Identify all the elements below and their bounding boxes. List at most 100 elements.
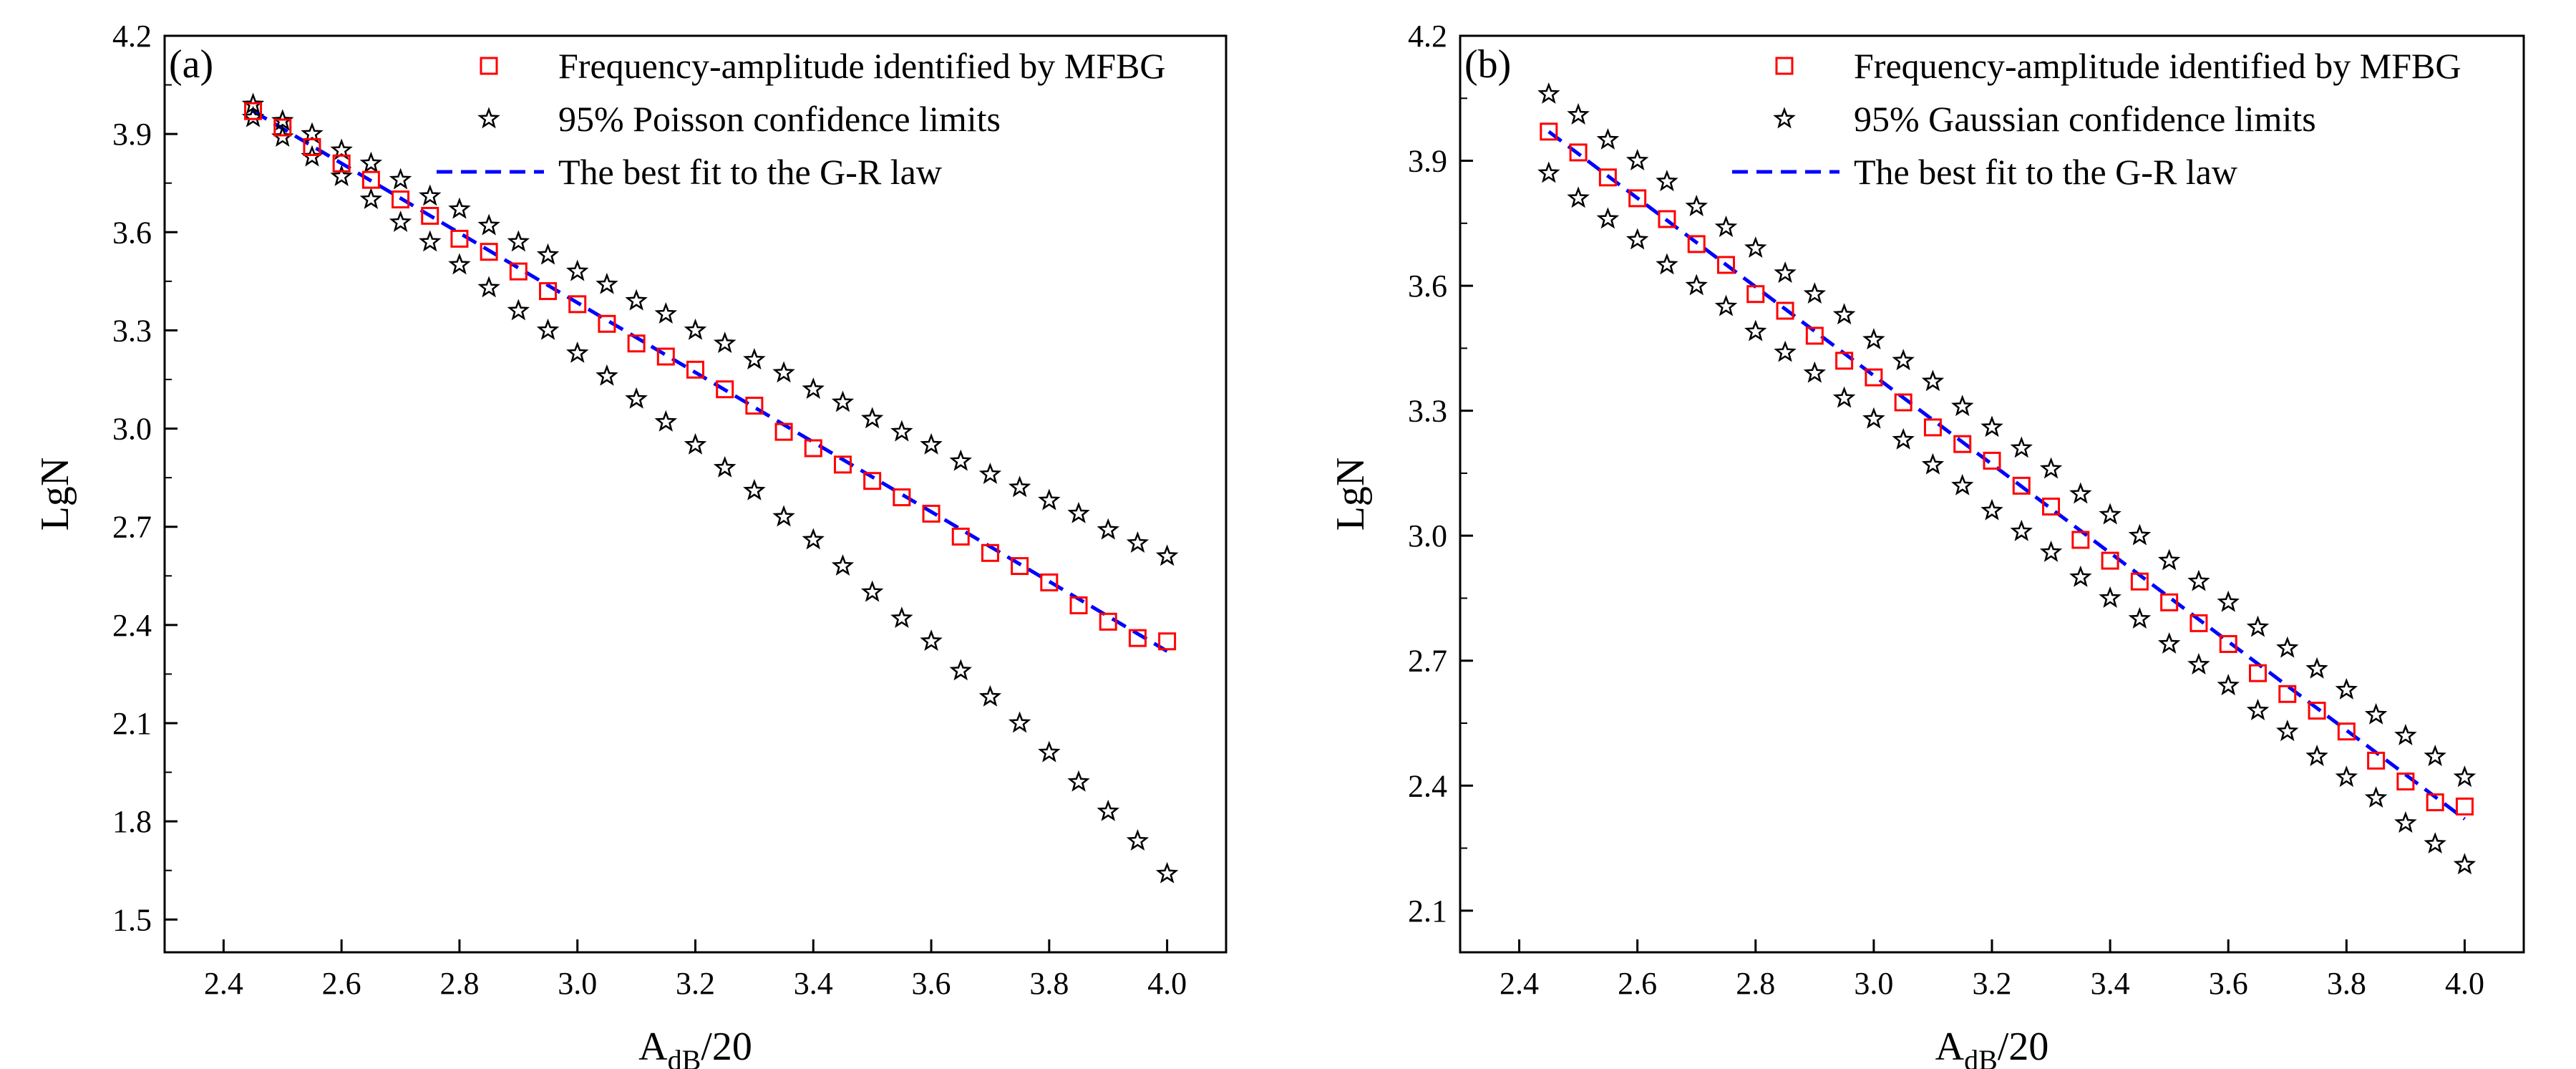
data-point-square	[804, 439, 822, 458]
confidence-upper-star	[684, 318, 707, 340]
confidence-lower-star	[1126, 829, 1150, 851]
panel-label: (a)	[169, 42, 213, 87]
confidence-upper-star	[2453, 765, 2477, 788]
confidence-upper-star	[2157, 548, 2181, 571]
confidence-upper-star	[2128, 523, 2152, 546]
data-point-square	[1099, 612, 1117, 631]
confidence-upper-star	[654, 302, 678, 324]
confidence-lower-star	[1744, 319, 1767, 342]
legend-label: Frequency-amplitude identified by MFBG	[558, 46, 1165, 86]
data-point-square	[686, 360, 704, 379]
confidence-lower-star	[1567, 186, 1590, 208]
y-tick-label: 2.1	[112, 706, 152, 741]
confidence-upper-star	[920, 432, 943, 455]
confidence-lower-star	[536, 318, 560, 340]
data-point-square	[568, 295, 587, 314]
data-point-square	[392, 190, 410, 209]
x-tick-label: 3.2	[676, 966, 715, 1001]
data-point-square	[539, 282, 558, 301]
data-point-square	[1158, 632, 1177, 651]
y-tick-label: 2.4	[112, 608, 152, 643]
legend: Frequency-amplitude identified by MFBG 95…	[1732, 46, 2461, 192]
confidence-upper-star	[1803, 282, 1827, 304]
data-point-square	[361, 170, 380, 189]
confidence-upper-star	[1097, 518, 1119, 540]
y-tick-label: 3.9	[112, 117, 152, 152]
confidence-lower-star	[920, 629, 943, 652]
confidence-lower-star	[359, 188, 383, 209]
y-axis-title: LgN	[33, 458, 77, 531]
confidence-lower-star	[1097, 799, 1119, 821]
confidence-lower-star	[1803, 361, 1827, 383]
data-point-square	[2396, 772, 2415, 790]
data-point-square	[1658, 210, 1676, 228]
y-tick-label: 3.0	[112, 412, 152, 447]
data-point-square	[716, 380, 734, 399]
confidence-upper-star	[802, 377, 825, 400]
legend-label: The best fit to the G-R law	[558, 152, 942, 192]
data-point-square	[421, 206, 439, 225]
confidence-upper-star	[1625, 148, 1649, 170]
confidence-upper-star	[2335, 677, 2358, 700]
confidence-lower-star	[1008, 711, 1031, 733]
best-fit-line	[252, 109, 1168, 653]
data-point-square	[627, 334, 646, 353]
confidence-upper-star	[2010, 436, 2033, 458]
x-axis-title: AdB/20	[1935, 1025, 2049, 1069]
confidence-lower-star	[2010, 519, 2033, 541]
data-point-square	[1040, 573, 1059, 591]
panel-b: 2.4 2.6 2.8 3.0 3.2 3.4 3.6 3.8 4.0 2.1 2.4 2.7 3.0 3…	[1328, 19, 2525, 1069]
y-tick-label: 1.8	[112, 804, 152, 839]
x-axis-title: AdB/20	[638, 1025, 752, 1069]
confidence-lower-star	[241, 105, 265, 127]
confidence-lower-star	[1656, 253, 1678, 275]
legend-label: The best fit to the G-R law	[1854, 152, 2237, 192]
data-point-square	[332, 154, 351, 173]
data-point-square	[981, 543, 999, 562]
data-point-square	[1011, 557, 1029, 576]
x-tick-label: 4.0	[1147, 966, 1187, 1001]
confidence-upper-star	[831, 390, 855, 412]
confidence-upper-star	[1832, 303, 1856, 325]
data-point-square	[2071, 531, 2090, 549]
x-tick-label: 3.8	[1029, 966, 1069, 1001]
confidence-upper-star	[713, 332, 737, 354]
confidence-lower-star	[2246, 698, 2270, 720]
data-point-square	[833, 455, 852, 474]
confidence-upper-star	[2364, 702, 2388, 725]
confidence-lower-star	[654, 410, 678, 432]
x-axis-title-main: A	[638, 1025, 668, 1069]
confidence-upper-star	[1951, 395, 1974, 417]
data-point-square	[2308, 702, 2326, 720]
confidence-lower-star	[743, 478, 766, 500]
legend-label: 95% Gaussian confidence limits	[1854, 99, 2316, 139]
x-axis-title-main: A	[1935, 1025, 1965, 1069]
confidence-lower-star	[1038, 740, 1061, 763]
confidence-upper-star	[389, 168, 412, 190]
x-tick-label: 2.6	[322, 966, 361, 1001]
x-axis-title-tail: /20	[701, 1025, 752, 1069]
data-point-square	[893, 488, 911, 507]
data-point-square	[745, 397, 764, 415]
data-point-square	[1628, 189, 1647, 208]
x-tick-label: 3.6	[912, 966, 951, 1001]
confidence-lower-star	[507, 299, 530, 321]
confidence-upper-star	[772, 361, 795, 383]
confidence-upper-star	[1656, 170, 1678, 192]
data-point-square	[1540, 122, 1558, 141]
confidence-lower-star	[2069, 565, 2092, 587]
y-tick-label: 3.0	[1408, 518, 1447, 553]
confidence-lower-star	[949, 659, 972, 681]
data-point-square	[1923, 418, 1942, 437]
confidence-upper-star	[860, 407, 884, 429]
confidence-lower-star	[1537, 161, 1560, 183]
confidence-lower-star	[1832, 386, 1856, 408]
x-tick-label: 3.2	[1973, 966, 2012, 1001]
confidence-lower-star	[625, 387, 648, 409]
legend-label: Frequency-amplitude identified by MFBG	[1854, 46, 2461, 86]
confidence-upper-star	[1921, 369, 1945, 392]
data-point-square	[1835, 352, 1854, 370]
confidence-lower-star	[2364, 786, 2388, 808]
legend-label: 95% Poisson confidence limits	[558, 99, 1001, 139]
